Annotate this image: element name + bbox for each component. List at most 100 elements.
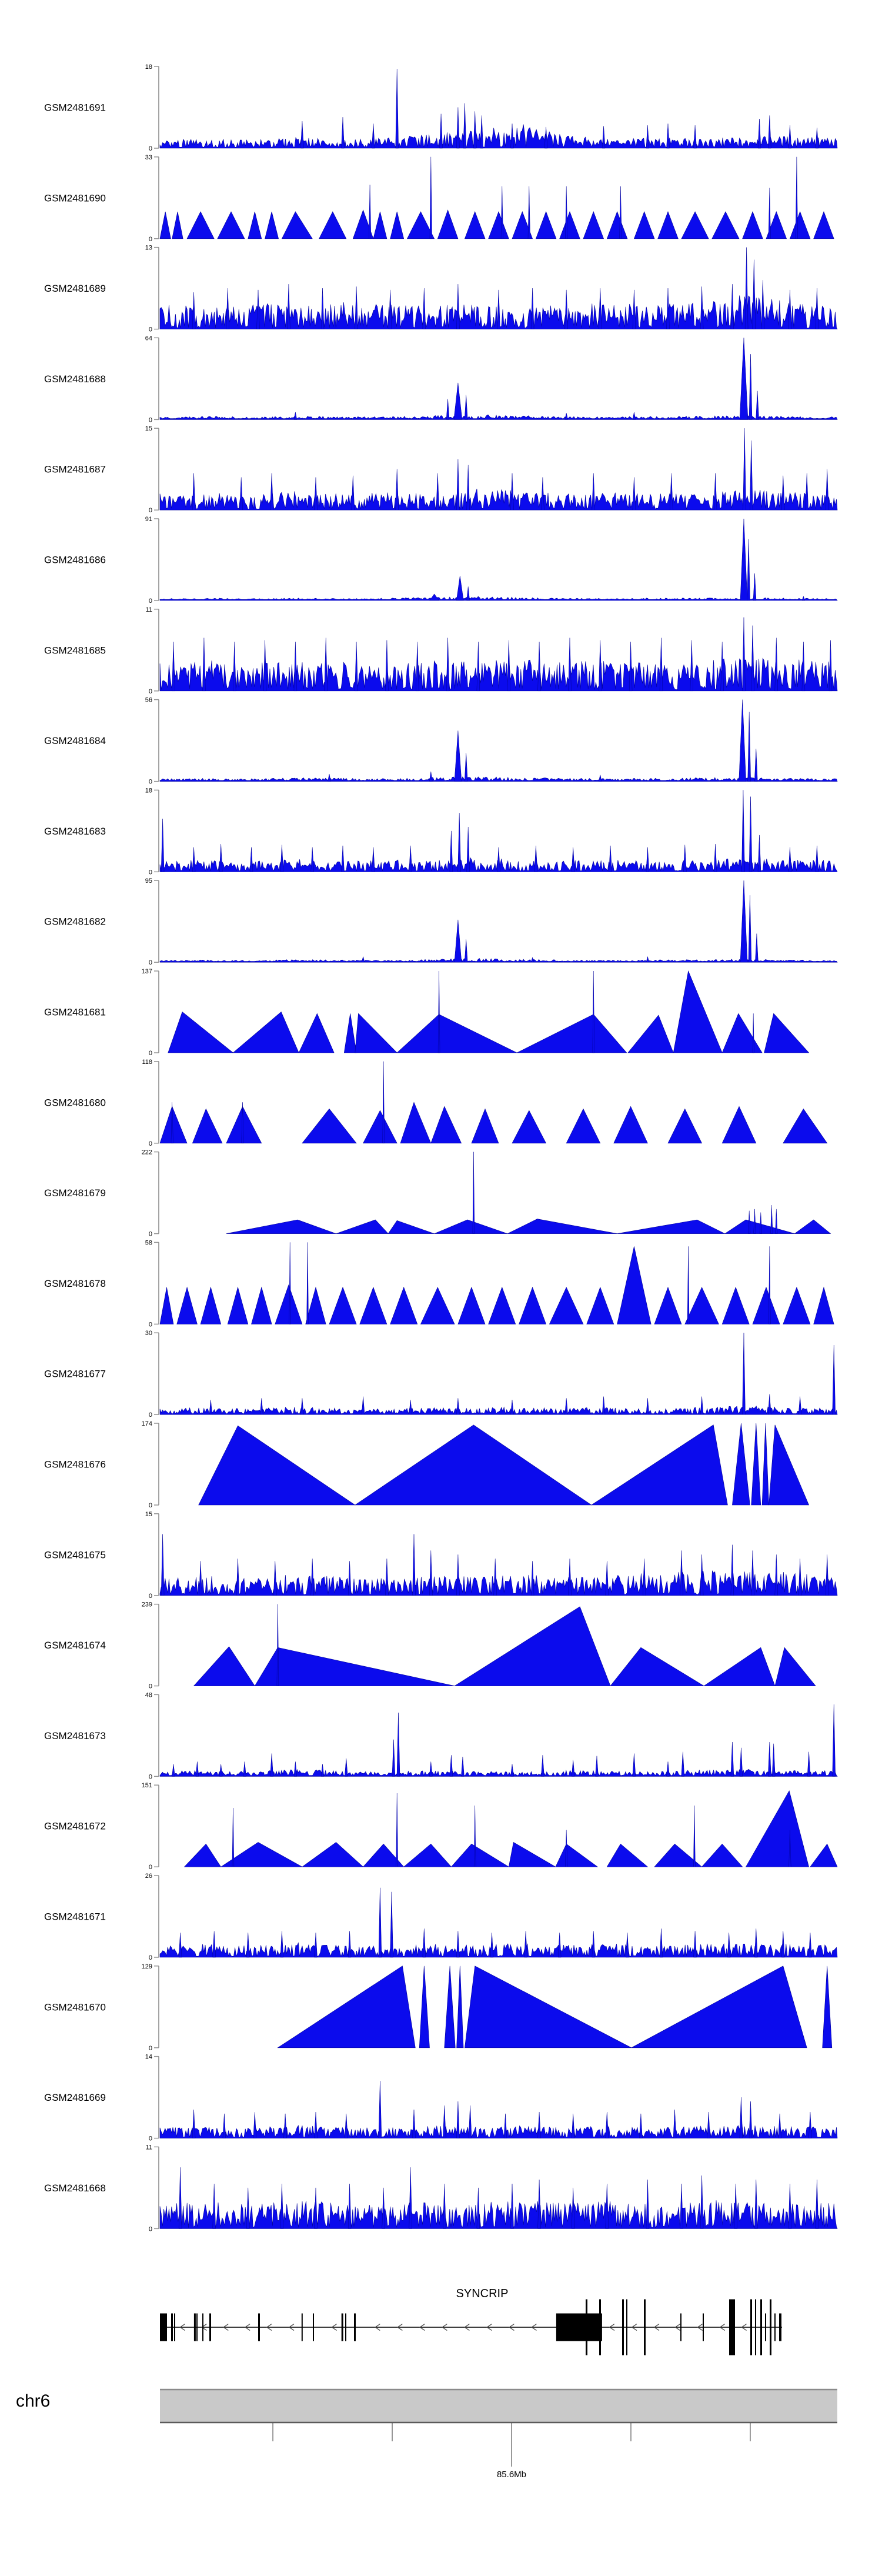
track-label: GSM2481689	[44, 283, 106, 294]
coverage-spike	[727, 1933, 731, 1958]
coverage-spike	[396, 1712, 400, 1777]
coverage-spike	[409, 1400, 412, 1415]
exon	[202, 2313, 203, 2341]
y-axis-max-label: 222	[142, 1149, 152, 1156]
coverage-spike	[300, 1398, 304, 1415]
coverage-track: GSM2481672 151 0	[44, 1782, 838, 1871]
coverage-peak	[454, 1606, 611, 1686]
coverage-spike	[241, 1102, 244, 1144]
coverage-track: GSM2481688 64 0	[44, 335, 838, 423]
coverage-peak	[301, 1842, 364, 1867]
exon	[341, 2313, 343, 2341]
coverage-spike	[341, 845, 345, 872]
coverage-spike	[212, 2183, 216, 2229]
coverage-peak	[362, 1843, 405, 1867]
coverage-spike	[385, 1559, 389, 1596]
coverage-spike	[666, 288, 670, 329]
coverage-peak	[684, 1287, 719, 1324]
coverage-peak	[794, 1219, 831, 1234]
coverage-peak	[248, 211, 262, 239]
coverage-spike	[801, 642, 806, 692]
coverage-peak	[488, 1286, 516, 1324]
coverage-area	[159, 2200, 838, 2229]
coverage-peak	[761, 1423, 769, 1506]
coverage-peak	[783, 1108, 828, 1144]
coverage-track: GSM2481669 14 0	[44, 2054, 838, 2143]
coverage-spike	[646, 125, 650, 149]
coverage-spike	[372, 847, 375, 872]
coverage-spike	[757, 835, 761, 872]
coverage-peak	[464, 211, 486, 239]
coverage-spike	[280, 845, 284, 872]
coverage-peak	[336, 1219, 389, 1234]
coverage-spike	[749, 2101, 753, 2138]
coverage-peak	[305, 1286, 326, 1324]
coverage-spike	[713, 844, 717, 872]
coverage-area	[159, 415, 838, 420]
coverage-spike	[463, 103, 467, 149]
coverage-peak	[654, 1286, 682, 1324]
coverage-spike	[690, 640, 694, 692]
coverage-spike	[619, 186, 622, 239]
exon	[174, 2313, 175, 2341]
coverage-spike	[243, 1761, 246, 1777]
y-axis-zero-label: 0	[149, 2045, 152, 2052]
coverage-peak	[198, 1425, 356, 1506]
coverage-spike	[300, 121, 304, 149]
coverage-peak	[265, 211, 279, 239]
coverage-track: GSM2481670 129 0	[44, 1963, 833, 2052]
coverage-spike	[768, 115, 771, 149]
coverage-spike	[466, 826, 470, 872]
y-axis-zero-label: 0	[149, 1683, 152, 1690]
coverage-track: GSM2481668 11 0	[44, 2144, 838, 2233]
exon	[644, 2299, 646, 2355]
coverage-spike	[457, 813, 461, 872]
coverage-spike	[742, 617, 746, 692]
coverage-spike	[753, 1209, 756, 1234]
coverage-spike	[771, 1743, 776, 1777]
coverage-spike	[392, 1739, 396, 1777]
coverage-peak	[168, 1011, 234, 1053]
coverage-spike	[395, 69, 399, 149]
y-axis-max-label: 58	[145, 1239, 152, 1246]
coverage-spike	[314, 477, 318, 510]
coverage-spike	[756, 391, 759, 420]
track-label: GSM2481686	[44, 555, 106, 566]
coverage-spike	[774, 1554, 779, 1596]
coverage-spike	[219, 844, 223, 872]
coverage-spike	[768, 1394, 771, 1415]
coverage-spike	[293, 412, 298, 420]
coverage-spike	[693, 1805, 696, 1867]
coverage-peak	[752, 1286, 780, 1324]
coverage-spike	[510, 473, 514, 510]
coverage-spike	[348, 1931, 352, 1958]
coverage-spike	[739, 2097, 743, 2138]
coverage-spike	[788, 289, 792, 329]
coverage-track: GSM2481676 174 0	[44, 1420, 810, 1509]
coverage-peak	[302, 1108, 357, 1144]
coverage-peak	[172, 211, 183, 239]
track-label: GSM2481691	[44, 102, 106, 114]
coverage-spike	[707, 2112, 710, 2138]
coverage-spike	[355, 642, 358, 692]
coverage-spike	[464, 395, 468, 420]
coverage-spike	[646, 956, 650, 963]
coverage-spike	[752, 1013, 754, 1053]
coverage-spike	[530, 288, 534, 329]
coverage-spike	[412, 2109, 416, 2138]
coverage-spike	[507, 640, 511, 692]
coverage-spike	[246, 2187, 250, 2229]
coverage-spike	[510, 124, 514, 149]
coverage-spike	[464, 752, 468, 782]
exon	[680, 2313, 681, 2341]
coverage-spike	[781, 475, 785, 510]
coverage-spike	[422, 288, 426, 329]
coverage-spike	[192, 2109, 196, 2138]
track-label: GSM2481684	[44, 735, 106, 746]
coverage-spike	[749, 796, 753, 872]
coverage-spike	[236, 1559, 240, 1596]
coverage-peak	[633, 211, 655, 239]
coverage-peak	[226, 1219, 336, 1234]
coverage-peak	[613, 1106, 648, 1144]
coverage-spike	[748, 1210, 751, 1234]
